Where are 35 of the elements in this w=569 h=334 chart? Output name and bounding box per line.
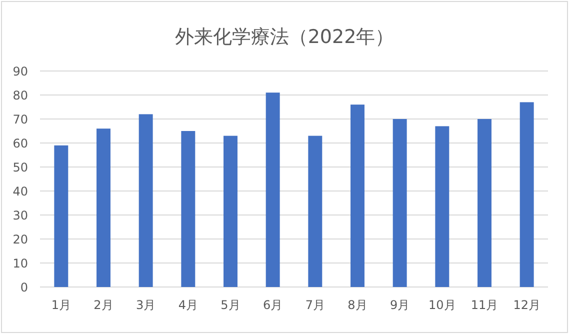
- y-tick-label: 30: [12, 208, 28, 222]
- bar: [54, 145, 68, 287]
- x-tick-label: 3月: [136, 298, 156, 312]
- y-tick-label: 0: [20, 280, 28, 294]
- x-tick-label: 4月: [178, 298, 198, 312]
- x-tick-label: 11月: [470, 298, 498, 312]
- x-tick-label: 6月: [263, 298, 283, 312]
- y-tick-label: 40: [12, 184, 28, 198]
- bar: [435, 126, 450, 287]
- bar: [392, 119, 407, 287]
- bar: [181, 131, 196, 287]
- y-tick-label: 70: [12, 112, 28, 126]
- y-tick-label: 80: [12, 88, 28, 102]
- x-tick-label: 1月: [51, 298, 71, 312]
- bar: [96, 128, 110, 287]
- x-tick-label: 12月: [513, 298, 540, 312]
- bar: [138, 114, 153, 287]
- bar: [350, 104, 364, 287]
- y-tick-label: 10: [12, 256, 28, 270]
- y-tick-label: 20: [12, 232, 28, 246]
- x-tick-label: 10月: [428, 298, 456, 312]
- bar: [478, 119, 492, 287]
- bar: [224, 136, 238, 287]
- x-tick-label: 9月: [390, 298, 410, 312]
- bar: [520, 102, 534, 287]
- bar: [266, 92, 280, 287]
- chart-title: 外来化学療法（2022年）: [174, 26, 394, 48]
- x-tick-label: 8月: [348, 298, 368, 312]
- y-tick-label: 50: [12, 160, 28, 174]
- y-tick-label: 90: [12, 64, 28, 78]
- bar: [308, 136, 322, 287]
- y-tick-label: 60: [12, 136, 28, 150]
- x-tick-label: 5月: [220, 298, 240, 312]
- x-tick-label: 2月: [94, 298, 114, 312]
- x-tick-label: 7月: [305, 298, 325, 312]
